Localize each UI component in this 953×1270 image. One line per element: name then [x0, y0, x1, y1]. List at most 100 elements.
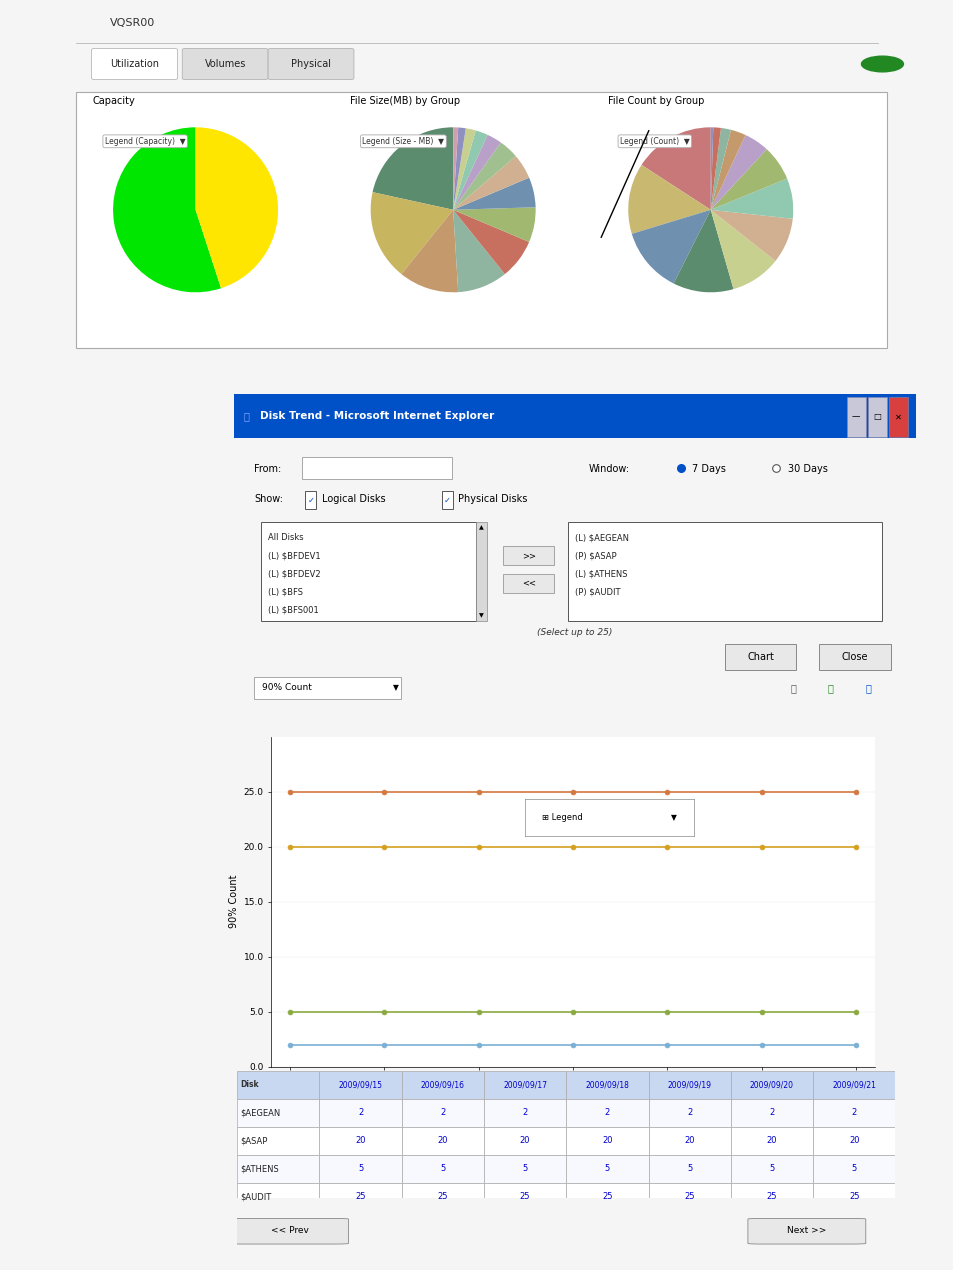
Wedge shape: [710, 128, 730, 210]
Bar: [648, 1154, 730, 1182]
Text: From:: From:: [253, 464, 281, 474]
Bar: [305, 490, 316, 509]
Wedge shape: [710, 127, 720, 210]
Bar: [648, 1126, 730, 1154]
Bar: [237, 1182, 319, 1210]
Text: << Prev: << Prev: [271, 1226, 308, 1236]
Bar: [301, 457, 452, 479]
Text: Show:: Show:: [253, 494, 283, 504]
Text: ❓: ❓: [864, 683, 870, 692]
Bar: [888, 398, 907, 437]
Text: 20: 20: [766, 1137, 777, 1146]
Text: 5: 5: [522, 1165, 527, 1173]
Text: 2009/09/16: 2009/09/16: [420, 1081, 464, 1090]
Wedge shape: [453, 127, 465, 210]
Bar: [867, 398, 886, 437]
Text: (P) $AUDIT: (P) $AUDIT: [574, 588, 619, 597]
Wedge shape: [710, 130, 744, 210]
Text: (L) $BFS001: (L) $BFS001: [268, 606, 318, 615]
Y-axis label: 90% Count: 90% Count: [229, 875, 239, 928]
Text: 2009/09/17: 2009/09/17: [502, 1081, 546, 1090]
Wedge shape: [373, 127, 453, 210]
Bar: [812, 1154, 895, 1182]
Text: ▼: ▼: [478, 613, 483, 618]
Bar: [648, 1099, 730, 1126]
Bar: [812, 1126, 895, 1154]
Text: Legend (Size - MB)  ▼: Legend (Size - MB) ▼: [362, 137, 444, 146]
Bar: [818, 644, 890, 669]
Bar: [319, 1071, 401, 1099]
Text: Physical Disks: Physical Disks: [457, 494, 527, 504]
Wedge shape: [453, 142, 516, 210]
Text: Disk: Disk: [240, 1081, 259, 1090]
Text: (P) $ASAP: (P) $ASAP: [574, 551, 616, 560]
Text: 20: 20: [355, 1137, 365, 1146]
Text: 📊: 📊: [827, 683, 833, 692]
Wedge shape: [453, 156, 529, 210]
Text: File Count by Group: File Count by Group: [607, 97, 703, 105]
Text: 20: 20: [683, 1137, 694, 1146]
Bar: [319, 1126, 401, 1154]
Bar: [846, 398, 865, 437]
Text: 5: 5: [768, 1165, 774, 1173]
Bar: [401, 1099, 483, 1126]
Text: $ASAP: $ASAP: [240, 1137, 268, 1146]
Bar: [237, 1071, 319, 1099]
Text: 2: 2: [851, 1109, 856, 1118]
Bar: [261, 522, 476, 621]
Text: 2009/09/21: 2009/09/21: [831, 1081, 875, 1090]
Wedge shape: [371, 192, 453, 274]
Text: Volumes: Volumes: [204, 58, 246, 69]
Text: 2: 2: [522, 1109, 527, 1118]
Text: 20: 20: [601, 1137, 612, 1146]
Text: (L) $BFDEV1: (L) $BFDEV1: [268, 551, 320, 560]
Text: <<: <<: [521, 579, 536, 588]
Text: 2: 2: [768, 1109, 774, 1118]
Text: Physical: Physical: [291, 58, 331, 69]
Text: 5: 5: [604, 1165, 609, 1173]
Text: >>: >>: [521, 551, 536, 560]
Bar: [401, 1154, 483, 1182]
Text: $AEGEAN: $AEGEAN: [240, 1109, 280, 1118]
Text: ▼: ▼: [393, 683, 398, 692]
Bar: [730, 1126, 812, 1154]
Text: 30 Days: 30 Days: [787, 464, 826, 474]
Text: $ATHENS: $ATHENS: [240, 1165, 279, 1173]
Bar: [648, 1071, 730, 1099]
Text: 2009/09/18: 2009/09/18: [585, 1081, 629, 1090]
Circle shape: [861, 56, 902, 72]
Text: Chart: Chart: [746, 652, 773, 662]
Bar: [730, 1071, 812, 1099]
Text: 2009/09/15: 2009/09/15: [338, 1081, 382, 1090]
Text: 25: 25: [766, 1193, 777, 1201]
Text: (L) $ATHENS: (L) $ATHENS: [574, 569, 627, 578]
Bar: [730, 1099, 812, 1126]
Bar: [502, 546, 554, 565]
Bar: [319, 1099, 401, 1126]
Text: Capacity: Capacity: [92, 97, 135, 105]
Wedge shape: [710, 135, 766, 210]
Text: —: —: [851, 413, 859, 422]
Bar: [253, 677, 400, 699]
Text: 20: 20: [519, 1137, 530, 1146]
Text: 2: 2: [439, 1109, 445, 1118]
Wedge shape: [710, 210, 775, 290]
Text: ✓: ✓: [443, 495, 450, 504]
Text: 🖨: 🖨: [789, 683, 795, 692]
Text: 25: 25: [355, 1193, 365, 1201]
Text: (L) $AEGEAN: (L) $AEGEAN: [574, 533, 628, 542]
Wedge shape: [453, 127, 457, 210]
Text: 20: 20: [848, 1137, 859, 1146]
Text: Window:: Window:: [588, 464, 629, 474]
Bar: [566, 1182, 648, 1210]
Text: (L) $BFDEV2: (L) $BFDEV2: [268, 569, 320, 578]
Text: Close: Close: [841, 652, 867, 662]
Text: 2: 2: [604, 1109, 609, 1118]
Bar: [319, 1154, 401, 1182]
Wedge shape: [453, 128, 476, 210]
Text: Utilization: Utilization: [110, 58, 159, 69]
Bar: [401, 1126, 483, 1154]
Bar: [812, 1099, 895, 1126]
Bar: [233, 394, 915, 438]
Text: 25: 25: [437, 1193, 448, 1201]
